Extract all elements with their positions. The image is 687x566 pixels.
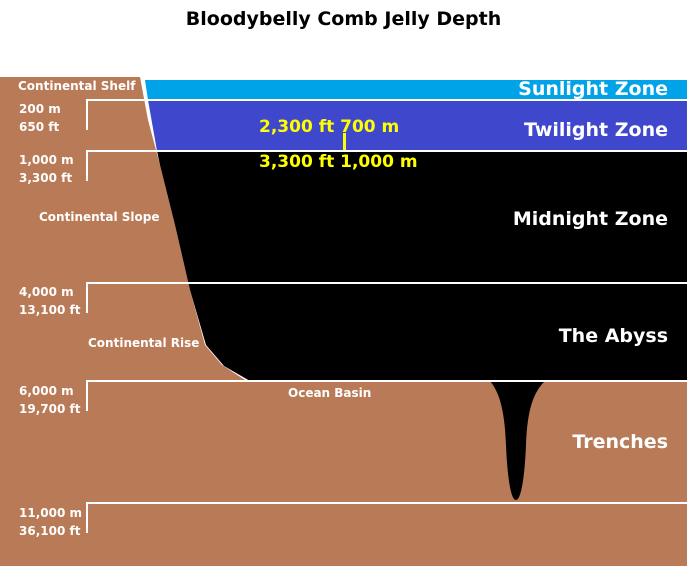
trench bbox=[490, 381, 545, 500]
depth-line-200m bbox=[86, 99, 687, 130]
depth-label-11000m: 11,000 m 36,100 ft bbox=[19, 504, 82, 540]
depth-label-1000m: 1,000 m 3,300 ft bbox=[19, 151, 74, 187]
depth-label-4000m: 4,000 m 13,100 ft bbox=[19, 283, 80, 319]
depth-meters: 1,000 m bbox=[19, 153, 74, 167]
jelly-range-top-label: 2,300 ft 700 m bbox=[259, 117, 400, 137]
depth-line-6000m bbox=[86, 380, 687, 411]
jelly-range-bottom-label: 3,300 ft 1,000 m bbox=[259, 152, 418, 172]
depth-label-6000m: 6,000 m 19,700 ft bbox=[19, 382, 80, 418]
depth-feet: 650 ft bbox=[19, 120, 60, 134]
abyss-zone-label: The Abyss bbox=[558, 325, 668, 347]
continental-shelf-label: Continental Shelf bbox=[18, 79, 136, 93]
depth-feet: 13,100 ft bbox=[19, 303, 81, 317]
depth-meters: 4,000 m bbox=[19, 285, 74, 299]
continental-slope-label: Continental Slope bbox=[39, 210, 160, 224]
depth-label-200m: 200 m 650 ft bbox=[19, 100, 61, 136]
sunlight-zone-band bbox=[145, 80, 687, 100]
ocean-basin-label: Ocean Basin bbox=[288, 386, 372, 400]
depth-feet: 3,300 ft bbox=[19, 171, 73, 185]
depth-feet: 19,700 ft bbox=[19, 402, 81, 416]
depth-meters: 6,000 m bbox=[19, 384, 74, 398]
depth-line-11000m bbox=[86, 502, 687, 533]
depth-meters: 11,000 m bbox=[19, 506, 82, 520]
continental-rise-label: Continental Rise bbox=[88, 336, 200, 350]
depth-feet: 36,100 ft bbox=[19, 524, 81, 538]
midnight-zone-label: Midnight Zone bbox=[512, 208, 668, 230]
deep-water bbox=[157, 151, 687, 381]
jelly-range-marker bbox=[343, 133, 346, 150]
diagram-title: Bloodybelly Comb Jelly Depth bbox=[185, 8, 502, 30]
twilight-zone-band bbox=[148, 100, 687, 151]
trenches-zone-label: Trenches bbox=[572, 431, 668, 453]
depth-line-4000m bbox=[86, 282, 687, 313]
depth-meters: 200 m bbox=[19, 102, 61, 116]
twilight-zone-label: Twilight Zone bbox=[523, 119, 668, 141]
depth-line-1000m bbox=[86, 150, 687, 181]
sunlight-zone-label: Sunlight Zone bbox=[518, 78, 668, 100]
